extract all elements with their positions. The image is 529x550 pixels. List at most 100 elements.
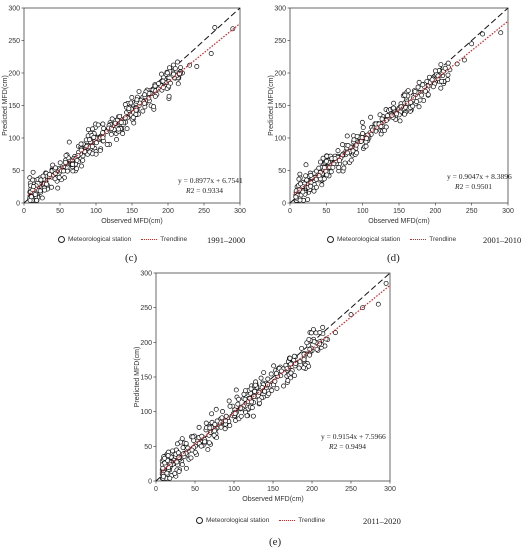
station-point bbox=[368, 114, 374, 120]
y-tick-label: 200 bbox=[274, 71, 286, 78]
station-point bbox=[271, 363, 277, 369]
station-point bbox=[410, 103, 416, 109]
station-point bbox=[397, 118, 403, 124]
station-point bbox=[174, 441, 180, 447]
x-tick-label: 300 bbox=[234, 208, 246, 215]
station-point bbox=[379, 116, 385, 122]
station-point bbox=[303, 162, 309, 168]
station-point bbox=[328, 169, 334, 175]
station-point bbox=[227, 423, 233, 428]
station-point bbox=[309, 330, 314, 336]
station-point bbox=[56, 174, 62, 180]
station-point bbox=[281, 383, 287, 389]
station-point bbox=[249, 399, 255, 405]
station-point bbox=[317, 330, 323, 335]
station-point bbox=[39, 195, 45, 201]
x-tick-label: 150 bbox=[126, 208, 138, 215]
station-point bbox=[425, 92, 431, 98]
station-point bbox=[222, 426, 228, 432]
station-point bbox=[435, 73, 441, 79]
station-point bbox=[30, 169, 36, 175]
station-point bbox=[351, 137, 357, 143]
station-point bbox=[80, 157, 86, 163]
station-point bbox=[160, 78, 166, 84]
period-label-c: 1991–2000 bbox=[207, 235, 246, 245]
station-point bbox=[152, 83, 158, 89]
x-tick-label: 100 bbox=[90, 208, 102, 215]
station-point bbox=[93, 140, 99, 146]
station-point bbox=[90, 126, 96, 132]
station-point bbox=[422, 88, 428, 94]
station-point bbox=[299, 345, 305, 351]
station-point bbox=[63, 153, 69, 158]
station-point bbox=[166, 93, 172, 99]
r-squared-value: 2 = 0.9334 bbox=[191, 186, 224, 195]
station-point bbox=[430, 84, 436, 90]
station-point bbox=[34, 197, 40, 203]
legend-station-label: Meteorological station bbox=[68, 236, 132, 243]
y-tick-label: 50 bbox=[12, 168, 20, 175]
station-point bbox=[133, 107, 139, 113]
station-point bbox=[156, 81, 161, 87]
station-point bbox=[412, 89, 418, 94]
r-squared-value: 2 = 0.9501 bbox=[460, 182, 493, 191]
station-point bbox=[97, 148, 103, 154]
station-point bbox=[306, 363, 312, 369]
legend-station-marker bbox=[327, 236, 334, 243]
station-point bbox=[445, 77, 451, 83]
station-point bbox=[316, 165, 322, 171]
x-tick-label: 0 bbox=[154, 486, 158, 493]
station-point bbox=[301, 351, 307, 357]
station-point bbox=[301, 365, 307, 371]
station-point bbox=[183, 465, 189, 471]
station-point bbox=[303, 173, 309, 179]
legend-trend-line bbox=[141, 239, 158, 240]
station-point bbox=[101, 125, 107, 131]
legend-station-label: Meteorological station bbox=[206, 517, 270, 524]
y-tick-label: 200 bbox=[8, 71, 20, 78]
station-point bbox=[354, 133, 360, 139]
station-point bbox=[402, 111, 408, 117]
station-point bbox=[336, 165, 342, 170]
station-point bbox=[126, 106, 132, 111]
r-squared-label: R2 = 0.9334 bbox=[185, 186, 223, 195]
y-tick-label: 150 bbox=[8, 103, 20, 110]
station-point bbox=[175, 81, 181, 87]
station-point bbox=[172, 65, 178, 71]
station-point bbox=[167, 475, 173, 481]
station-point bbox=[142, 92, 148, 98]
station-point bbox=[180, 445, 186, 451]
station-point bbox=[360, 130, 366, 136]
station-point bbox=[100, 135, 106, 141]
legend-trend-line bbox=[279, 520, 296, 521]
station-point bbox=[332, 330, 338, 336]
station-point bbox=[415, 84, 421, 90]
station-points bbox=[27, 25, 236, 203]
station-point bbox=[74, 157, 80, 163]
station-point bbox=[288, 370, 294, 376]
station-point bbox=[30, 177, 36, 183]
station-point bbox=[170, 448, 175, 454]
station-point bbox=[261, 370, 267, 376]
y-axis-label: Predicted MFD(cm) bbox=[134, 347, 141, 408]
station-point bbox=[345, 143, 351, 148]
station-point bbox=[211, 432, 217, 438]
station-point bbox=[78, 141, 84, 147]
station-point bbox=[66, 139, 72, 145]
station-point bbox=[176, 469, 182, 474]
x-tick-label: 100 bbox=[228, 486, 240, 493]
station-point bbox=[249, 405, 255, 411]
x-axis-label: Observed MFD(cm) bbox=[242, 496, 303, 503]
station-point bbox=[194, 64, 200, 69]
station-point bbox=[49, 184, 55, 190]
legend-c: Meteorological station Trendline bbox=[58, 236, 187, 243]
station-point bbox=[95, 122, 101, 128]
station-point bbox=[175, 59, 180, 65]
station-point bbox=[129, 95, 135, 100]
x-tick-label: 200 bbox=[306, 486, 318, 493]
station-point bbox=[122, 102, 128, 107]
y-tick-label: 0 bbox=[282, 201, 286, 208]
station-point bbox=[258, 375, 264, 381]
station-point bbox=[292, 373, 297, 379]
station-point bbox=[214, 418, 220, 424]
